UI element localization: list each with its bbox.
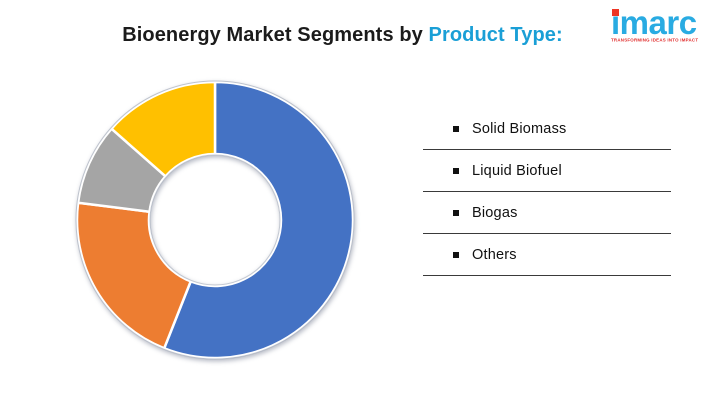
logo-wordmark-row: imarc bbox=[611, 6, 707, 39]
donut-slices-group bbox=[75, 80, 355, 360]
legend-item-others: Others bbox=[423, 234, 671, 276]
title-text: Bioenergy Market Segments by bbox=[122, 24, 429, 46]
legend-label: Biogas bbox=[472, 204, 518, 221]
legend-item-solid-biomass: Solid Biomass bbox=[423, 108, 671, 150]
bullet-square-icon bbox=[453, 251, 459, 258]
bullet-square-icon bbox=[453, 209, 459, 216]
imarc-logo: imarc TRANSFORMING IDEAS INTO IMPACT bbox=[611, 6, 707, 49]
title-accent-text: Product Type: bbox=[428, 24, 563, 46]
donut-segment-liquid-biofuel bbox=[75, 201, 192, 350]
legend-label: Solid Biomass bbox=[472, 120, 567, 137]
donut-segment-others bbox=[110, 80, 217, 178]
bullet-square-icon bbox=[453, 167, 459, 174]
chart-legend: Solid Biomass Liquid Biofuel Biogas Othe… bbox=[423, 108, 671, 276]
donut-segment-solid-biomass bbox=[162, 80, 355, 360]
logo-tagline: TRANSFORMING IDEAS INTO IMPACT bbox=[611, 38, 699, 43]
donut-inner-edge-ring bbox=[149, 154, 281, 286]
logo-wordmark: imarc bbox=[611, 4, 697, 41]
donut-outer-edge-ring bbox=[75, 80, 355, 360]
legend-item-biogas: Biogas bbox=[423, 192, 671, 234]
donut-chart bbox=[75, 80, 355, 360]
legend-label: Others bbox=[472, 246, 517, 263]
bullet-square-icon bbox=[453, 125, 459, 132]
legend-item-liquid-biofuel: Liquid Biofuel bbox=[423, 150, 671, 192]
logo-red-square-icon bbox=[612, 9, 619, 16]
legend-label: Liquid Biofuel bbox=[472, 162, 562, 179]
page-title: Bioenergy Market Segments by Product Typ… bbox=[0, 24, 685, 47]
